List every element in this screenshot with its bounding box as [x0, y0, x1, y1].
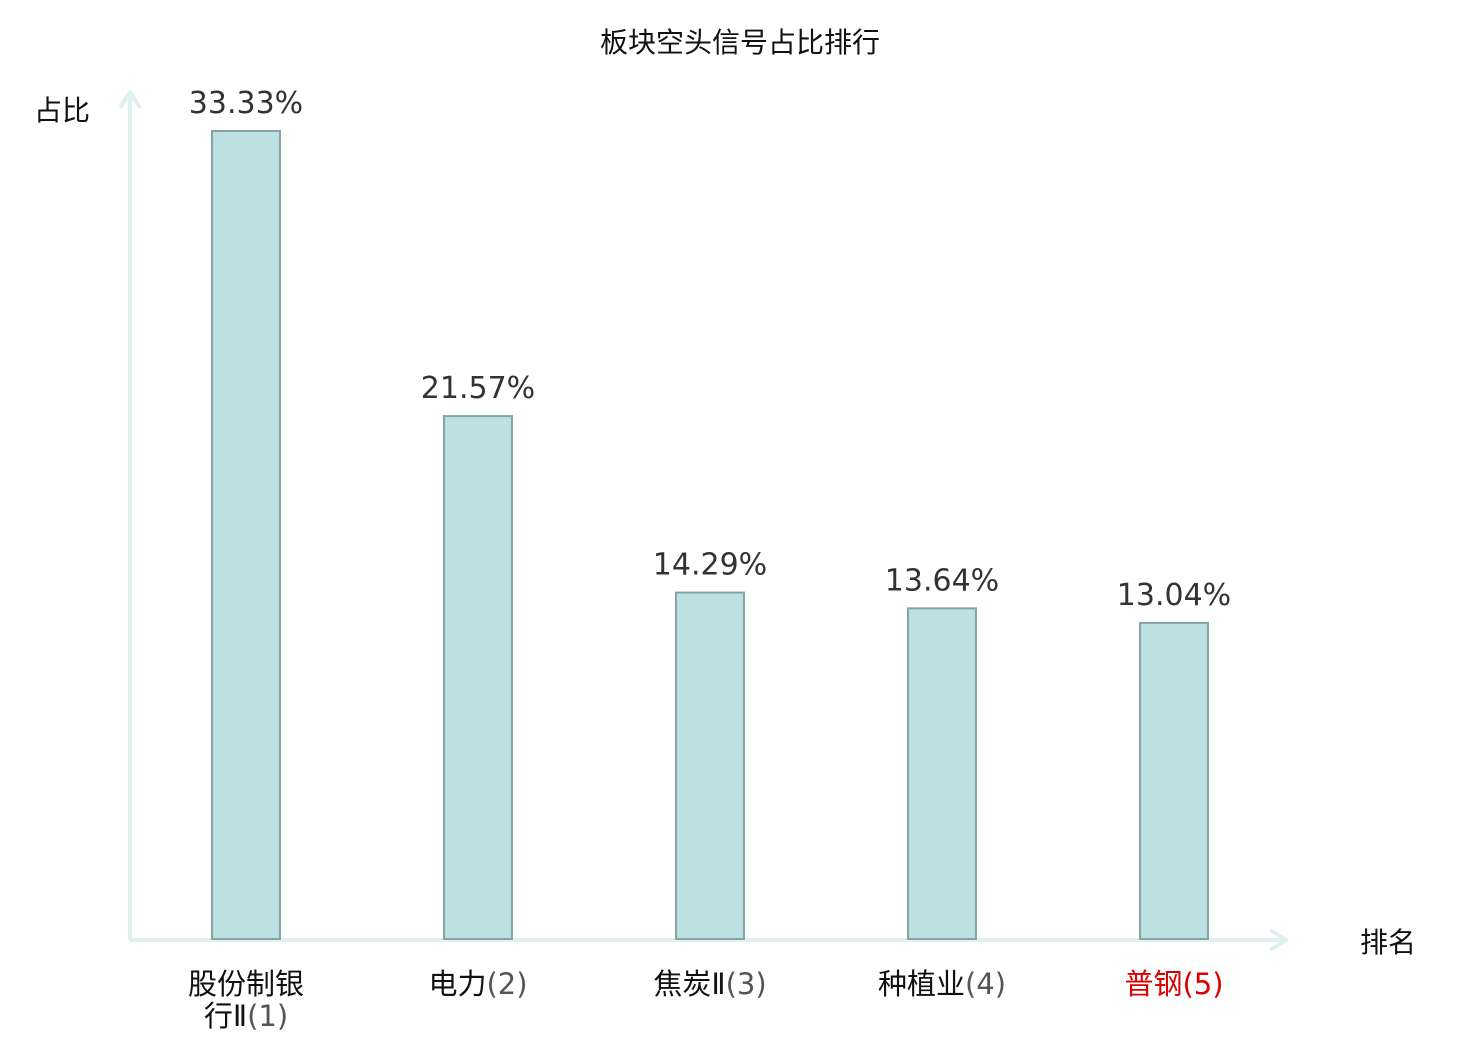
category-rank: (1) — [247, 999, 288, 1033]
category-label: 种植业(4) — [878, 967, 1006, 1001]
category-rank: (5) — [1182, 967, 1223, 1001]
category-rank: (4) — [965, 967, 1006, 1001]
bar-value-label: 13.64% — [885, 563, 999, 598]
category-name: 焦炭Ⅱ — [653, 967, 725, 1001]
bar-value-label: 33.33% — [189, 86, 303, 121]
bar — [443, 415, 513, 941]
category-name: 电力 — [428, 967, 486, 1001]
bar-value-label: 21.57% — [421, 371, 535, 406]
category-name: 普钢 — [1124, 967, 1182, 1001]
bar — [1139, 621, 1209, 940]
category-rank: (2) — [486, 967, 527, 1001]
x-axis-label: 排名 — [1360, 926, 1416, 959]
category-rank: (3) — [726, 967, 767, 1001]
bar-series — [211, 130, 1209, 941]
category-name: 种植业 — [878, 967, 965, 1001]
y-axis-label: 占比 — [34, 94, 90, 127]
y-axis-arrow — [118, 90, 142, 110]
bar — [211, 130, 281, 940]
value-labels: 33.33% 21.57% 14.29% 13.64% 13.04% — [189, 86, 1231, 613]
bar — [675, 591, 745, 940]
category-name: 股份制银 — [188, 967, 304, 1001]
category-label: 焦炭Ⅱ(3) — [653, 967, 766, 1001]
chart-title: 板块空头信号占比排行 — [600, 26, 880, 59]
category-labels: 股份制银行Ⅱ(1) 电力(2) 焦炭Ⅱ(3) 种植业(4) 普钢(5) — [188, 967, 1224, 1033]
bar-value-label: 13.04% — [1117, 578, 1231, 613]
x-axis-arrow — [1268, 928, 1288, 952]
category-label: 股份制银行Ⅱ(1) — [188, 967, 304, 1033]
bar-value-label: 14.29% — [653, 548, 767, 583]
category-name: 行Ⅱ — [204, 999, 247, 1033]
bar — [907, 607, 977, 940]
category-label: 电力(2) — [428, 967, 527, 1001]
category-label: 普钢(5) — [1124, 967, 1223, 1001]
